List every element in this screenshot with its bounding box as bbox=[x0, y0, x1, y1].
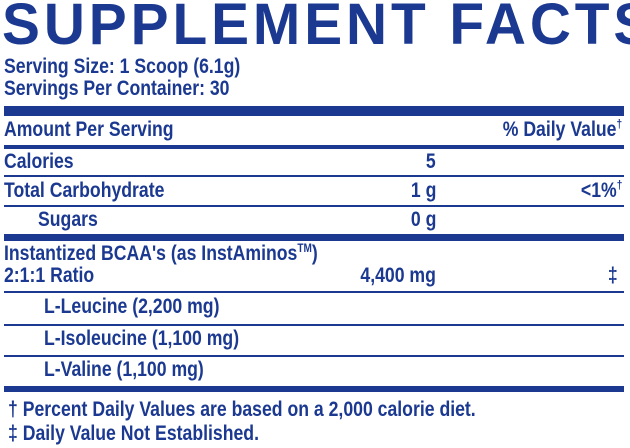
divider-thin bbox=[4, 205, 624, 207]
divider-thin bbox=[4, 324, 624, 326]
divider-thin bbox=[4, 291, 624, 293]
blend-dv: ‡ bbox=[608, 264, 618, 287]
calories-amount: 5 bbox=[426, 150, 436, 173]
total-carbohydrate-label: Total Carbohydrate bbox=[4, 179, 165, 202]
divider-thick bbox=[4, 234, 624, 241]
blend-name: Instantized BCAA's (as InstAminosTM) bbox=[4, 241, 318, 265]
sugars-label: Sugars bbox=[38, 208, 98, 231]
divider-thick bbox=[4, 386, 624, 392]
amount-per-serving-header: Amount Per Serving bbox=[4, 118, 174, 141]
label-title: SUPPLEMENT FACTS bbox=[2, 0, 630, 57]
component-valine: L-Valine (1,100 mg) bbox=[44, 358, 204, 381]
component-isoleucine: L-Isoleucine (1,100 mg) bbox=[44, 327, 240, 350]
blend-amount: 4,400 mg bbox=[360, 264, 436, 287]
divider-thin bbox=[4, 355, 624, 357]
divider-medium bbox=[4, 145, 624, 149]
serving-size: Serving Size: 1 Scoop (6.1g) bbox=[4, 55, 241, 78]
blend-ratio: 2:1:1 Ratio bbox=[4, 264, 95, 287]
divider-thick bbox=[4, 106, 624, 116]
footnote-percent-daily: † Percent Daily Values are based on a 2,… bbox=[8, 398, 476, 421]
component-leucine: L-Leucine (2,200 mg) bbox=[44, 295, 220, 318]
sugars-amount: 0 g bbox=[410, 208, 436, 231]
divider-thin bbox=[4, 175, 624, 177]
daily-value-header: % Daily Value† bbox=[502, 117, 622, 141]
footnote-not-established: ‡ Daily Value Not Established. bbox=[8, 422, 259, 445]
servings-per-container: Servings Per Container: 30 bbox=[4, 77, 230, 100]
total-carbohydrate-amount: 1 g bbox=[410, 179, 436, 202]
total-carbohydrate-dv: <1%† bbox=[580, 178, 622, 202]
calories-label: Calories bbox=[4, 150, 74, 173]
